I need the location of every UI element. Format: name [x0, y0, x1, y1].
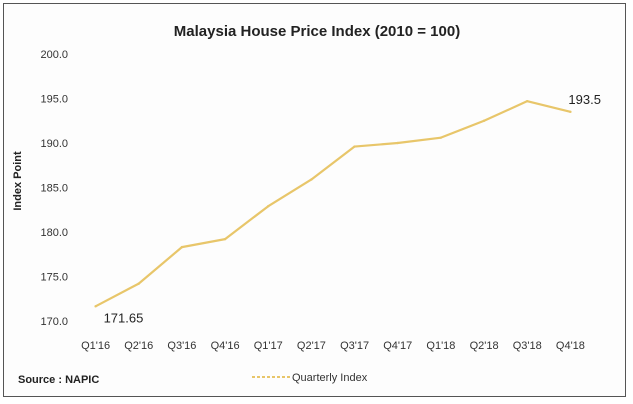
data-point — [569, 110, 572, 114]
y-tick-label: 185.0 — [40, 183, 68, 195]
data-point — [310, 178, 313, 181]
x-tick-label: Q3'17 — [340, 340, 369, 352]
data-point — [526, 99, 529, 103]
chart-svg: Malaysia House Price Index (2010 = 100) … — [12, 23, 601, 386]
x-tick-label: Q2'18 — [470, 340, 499, 352]
x-tick-group: Q1'16 Q2'16 Q3'16 Q4'16 Q1'17 Q2'17 Q3'17 Q4'17… — [81, 340, 585, 352]
y-tick-group: 170.0 175.0 180.0 185.0 190.0 195.0 200.0 — [40, 49, 68, 328]
y-tick-label: 170.0 — [40, 316, 68, 328]
data-point — [267, 204, 270, 208]
y-tick-label: 175.0 — [40, 272, 68, 284]
legend-label: Quarterly Index — [292, 372, 368, 384]
data-label: 193.5 — [568, 92, 601, 107]
x-tick-label: Q1'18 — [426, 340, 455, 352]
x-tick-label: Q4'16 — [211, 340, 240, 352]
x-tick-label: Q2'17 — [297, 340, 326, 352]
data-point — [396, 141, 399, 145]
y-tick-label: 200.0 — [40, 49, 68, 61]
data-point — [137, 282, 140, 285]
x-tick-label: Q2'16 — [124, 340, 153, 352]
series-group — [94, 99, 572, 308]
series-line-quarterly-index — [95, 100, 571, 308]
chart-frame: Malaysia House Price Index (2010 = 100) … — [3, 3, 626, 397]
data-point — [180, 245, 184, 249]
data-point — [439, 136, 443, 139]
y-tick-label: 195.0 — [40, 94, 68, 106]
y-tick-label: 190.0 — [40, 138, 68, 150]
x-tick-label: Q4'17 — [383, 340, 412, 352]
chart-title: Malaysia House Price Index (2010 = 100) — [174, 23, 460, 40]
x-tick-label: Q3'16 — [167, 340, 196, 352]
legend: Quarterly Index — [252, 372, 368, 384]
data-point — [353, 145, 356, 148]
x-tick-label: Q3'18 — [513, 340, 542, 352]
y-axis-label: Index Point — [12, 151, 24, 211]
y-tick-label: 180.0 — [40, 227, 68, 239]
x-tick-label: Q4'18 — [556, 340, 585, 352]
data-label-group: 171.65 193.5 — [104, 92, 601, 325]
source-note: Source : NAPIC — [18, 374, 99, 386]
data-point — [482, 119, 486, 122]
x-tick-label: Q1'16 — [81, 340, 110, 352]
x-tick-label: Q1'17 — [254, 340, 283, 352]
data-label: 171.65 — [104, 310, 144, 325]
data-point — [94, 305, 97, 308]
data-point — [223, 237, 227, 241]
